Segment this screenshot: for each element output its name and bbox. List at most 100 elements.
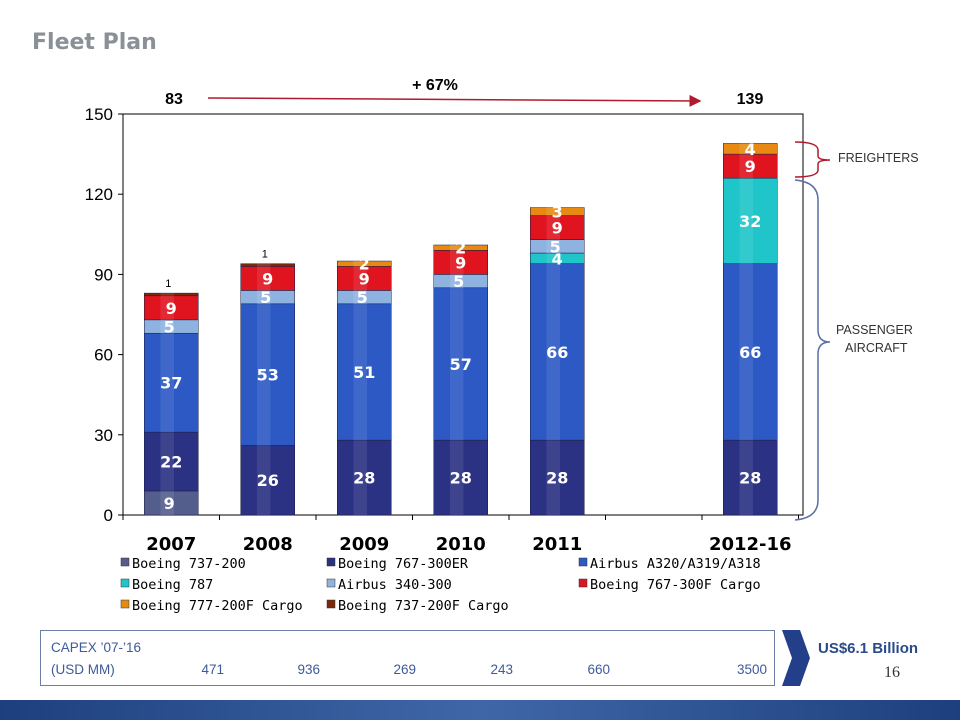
capex-total: US$6.1 Billion: [818, 640, 919, 657]
legend-label: Boeing 787: [132, 577, 213, 593]
bar-highlight: [546, 215, 560, 240]
bar-highlight: [353, 266, 367, 291]
bar-highlight: [739, 178, 753, 264]
bar-highlight: [353, 261, 367, 267]
capex-value-2009: 269: [393, 662, 416, 677]
bar-highlight: [739, 154, 753, 179]
page-title: Fleet Plan: [32, 30, 157, 55]
legend-label: Boeing 767-300F Cargo: [590, 577, 761, 593]
x-tick-label: 2007: [146, 534, 196, 555]
data-label: 66: [546, 343, 568, 362]
data-label: 22: [160, 453, 182, 472]
growth-arrow: [207, 94, 702, 107]
capex-box: CAPEX ’07-’16 (USD MM) 471 936 269 243 6…: [40, 630, 775, 686]
data-label: 9: [262, 269, 273, 288]
data-label: 66: [739, 343, 761, 362]
data-label: 28: [353, 469, 375, 488]
capex-value-2012-16: 3500: [736, 662, 767, 677]
data-label: 5: [164, 318, 175, 337]
freighters-label: FREIGHTERS: [838, 151, 919, 165]
capex-label-line2: (USD MM): [51, 662, 115, 677]
data-label: 26: [257, 471, 279, 490]
passenger-brace: [794, 179, 831, 521]
data-label: 9: [552, 219, 563, 238]
data-label: 9: [745, 157, 756, 176]
capex-label-line1: CAPEX ’07-’16: [51, 640, 142, 655]
growth-end-label: 139: [737, 91, 764, 108]
x-tick-label: 2011: [532, 534, 582, 555]
bar-highlight: [449, 287, 464, 441]
data-label: 5: [260, 288, 271, 307]
bar-highlight: [160, 490, 174, 515]
bar-highlight: [449, 274, 464, 288]
data-label: 57: [450, 355, 472, 374]
data-label: 37: [160, 374, 182, 393]
x-tick-label: 2009: [339, 534, 389, 555]
legend-label: Boeing 767-300ER: [338, 556, 469, 572]
data-label: 32: [739, 212, 761, 231]
data-label: 1: [262, 249, 268, 261]
bar-highlight: [739, 440, 753, 515]
freighters-brace: [794, 141, 831, 178]
data-label: 9: [359, 269, 370, 288]
bar-highlight: [449, 440, 464, 515]
data-label: 28: [450, 469, 472, 488]
data-label: 1: [165, 278, 171, 290]
growth-percent-label: + 67%: [412, 77, 458, 94]
x-tick-label: 2010: [436, 534, 486, 555]
x-tick-label: 2008: [243, 534, 293, 555]
bar-highlight: [256, 266, 271, 291]
bar-highlight: [546, 263, 560, 441]
data-label: 51: [353, 363, 375, 382]
legend-swatch: [120, 599, 130, 609]
bar-highlight: [353, 303, 367, 441]
data-label: 9: [166, 299, 177, 318]
legend-swatch: [120, 578, 130, 588]
bar-highlight: [449, 244, 464, 251]
bar-highlight: [449, 250, 464, 275]
legend-label: Boeing 737-200F Cargo: [338, 598, 509, 614]
y-tick-label: 150: [85, 105, 113, 124]
capex-value-2008: 936: [297, 662, 320, 677]
data-label: 28: [546, 469, 568, 488]
legend-swatch: [120, 557, 130, 567]
bar-highlight: [256, 263, 271, 267]
capex-value-2007: 471: [201, 662, 224, 677]
legend-label: Airbus 340-300: [338, 577, 452, 593]
bar-highlight: [160, 432, 174, 491]
data-label: 5: [550, 237, 561, 256]
data-label: 53: [257, 366, 279, 385]
legend-label: Airbus A320/A319/A318: [590, 556, 761, 572]
bar-highlight: [353, 440, 367, 515]
bar-highlight: [546, 239, 560, 254]
bar-highlight: [546, 440, 560, 515]
y-tick-label: 90: [94, 265, 113, 284]
data-label: 2: [455, 239, 466, 258]
y-tick-label: 120: [85, 185, 113, 204]
bar-highlight: [739, 263, 753, 441]
bar-highlight: [256, 290, 271, 304]
passenger-label-line2: AIRCRAFT: [845, 341, 908, 355]
y-tick-label: 30: [94, 426, 113, 445]
page-number: 16: [884, 664, 900, 681]
legend-label: Boeing 737-200: [132, 556, 246, 572]
bar-highlight: [256, 303, 271, 446]
y-tick-label: 60: [94, 346, 113, 365]
bar-highlight: [353, 290, 367, 304]
legend-swatch: [326, 578, 336, 588]
data-label: 3: [552, 203, 563, 222]
y-tick-label: 0: [104, 506, 113, 525]
x-tick-label: 2012-16: [709, 534, 792, 555]
data-label: 9: [455, 253, 466, 272]
legend-swatch: [326, 599, 336, 609]
capex-chevron-icon: [782, 630, 810, 686]
legend-swatch: [578, 557, 588, 567]
data-label: 4: [552, 249, 563, 268]
bar-highlight: [160, 319, 174, 334]
capex-value-2010: 243: [490, 662, 513, 677]
bar-highlight: [160, 293, 174, 296]
passenger-label-line1: PASSENGER: [836, 323, 913, 337]
data-label: 28: [739, 469, 761, 488]
footer-bar: [0, 700, 960, 720]
bar-highlight: [739, 143, 753, 155]
